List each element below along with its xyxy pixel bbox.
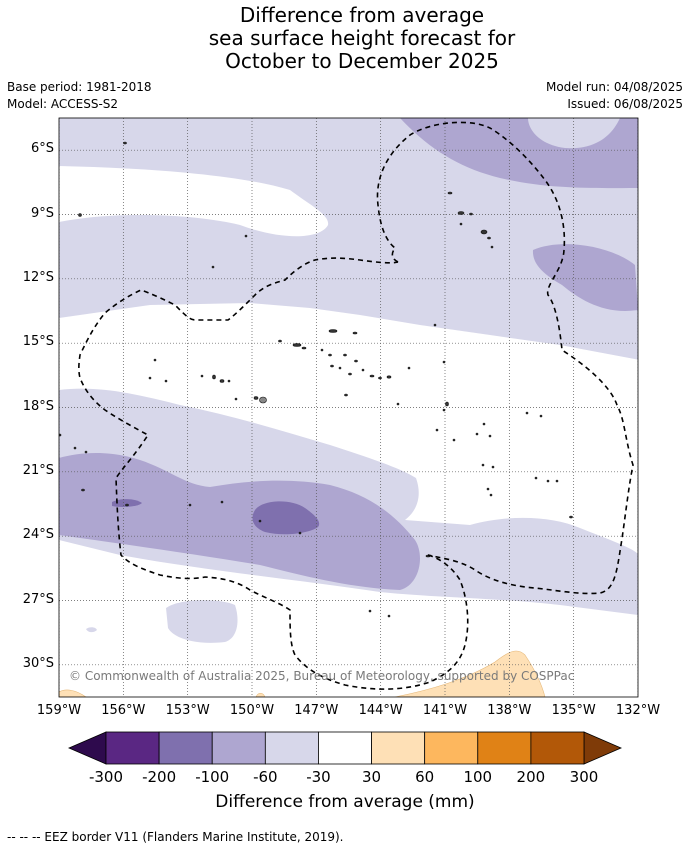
eez-border-northeast (376, 121, 634, 595)
issued-date: Issued: 06/08/2025 (567, 97, 683, 111)
copyright-notice: © Commonwealth of Australia 2025, Bureau… (69, 669, 575, 683)
eez-borders (78, 121, 634, 690)
colorbar-tick-label: 100 (463, 768, 493, 786)
islands (59, 141, 573, 618)
anomaly-patch-dark-small (112, 499, 142, 507)
colorbar-segment (530, 731, 585, 765)
colorbar-tick-label: -60 (253, 768, 278, 786)
colorbar-segment (158, 731, 213, 765)
map-frame (58, 117, 639, 698)
colorbar-high-extend (583, 731, 623, 765)
colorbar-tick-label: 30 (362, 768, 382, 786)
colorbar-segment (318, 731, 372, 765)
lat-label: 24°S (22, 527, 54, 543)
colorbar-tick-label: -30 (306, 768, 331, 786)
lon-label: 153°W (165, 703, 210, 718)
base-period: Base period: 1981-2018 (7, 80, 152, 94)
anomaly-patch-east (532, 244, 638, 311)
lon-label: 147°W (294, 703, 339, 718)
colorbar-tick-label: -200 (142, 768, 177, 786)
lat-label: 9°S (30, 205, 54, 221)
colorbar-segment (264, 731, 319, 765)
colorbar-segment (371, 731, 426, 765)
anomaly-patch-dark (252, 501, 320, 535)
colorbar-title: Difference from average (mm) (215, 792, 475, 812)
colorbar-low-extend (67, 731, 107, 765)
lon-label: 132°W (615, 703, 661, 718)
lat-label: 30°S (22, 655, 54, 671)
lat-label: 21°S (22, 462, 54, 478)
eez-legend-note: -- -- -- EEZ border V11 (Flanders Marine… (7, 830, 344, 844)
colorbar-tick-label: 200 (516, 768, 546, 786)
lon-label: 138°W (487, 703, 532, 718)
lat-label: 18°S (22, 398, 54, 414)
map-area (59, 118, 638, 697)
eez-border-central (78, 257, 469, 690)
model-name: Model: ACCESS-S2 (7, 97, 119, 111)
meta-left: Base period: 1981-2018 Model: ACCESS-S2 (7, 79, 152, 113)
lon-label: 156°W (101, 703, 146, 718)
anomaly-patch-south-light (166, 600, 238, 643)
lon-label: 150°W (229, 703, 275, 718)
model-run: Model run: 04/08/2025 (545, 80, 683, 94)
lon-label: 135°W (551, 703, 596, 718)
title-line-1: Difference from average (239, 3, 485, 27)
colorbar-tick-label: 60 (415, 768, 435, 786)
meta-right: Model run: 04/08/2025 Issued: 06/08/2025 (546, 79, 683, 113)
lat-label: 6°S (30, 141, 54, 157)
colorbar-segment (477, 731, 532, 765)
gridlines (59, 118, 638, 697)
colorbar (67, 731, 623, 765)
lon-label: 159°W (36, 703, 82, 718)
lat-label: 27°S (22, 591, 54, 607)
colorbar-tick-label: 300 (569, 768, 599, 786)
colorbar-tick-label: -300 (88, 768, 124, 786)
lon-label: 141°W (422, 703, 468, 718)
colorbar-segment (105, 731, 160, 765)
title-line-3: October to December 2025 (225, 49, 499, 73)
colorbar-segment (424, 731, 479, 765)
anomaly-band-south-medium (59, 453, 420, 590)
title-line-2: sea surface height forecast for (208, 26, 516, 50)
chart-title: Difference from average sea surface heig… (0, 4, 690, 73)
lat-label: 15°S (22, 334, 54, 350)
colorbar-tick-label: -100 (195, 768, 230, 786)
lat-label: 12°S (22, 269, 54, 285)
anomaly-patch-tiny (86, 627, 97, 633)
anomaly-band-north (59, 118, 638, 360)
colorbar-segment (211, 731, 266, 765)
lon-label: 144°W (358, 703, 403, 718)
